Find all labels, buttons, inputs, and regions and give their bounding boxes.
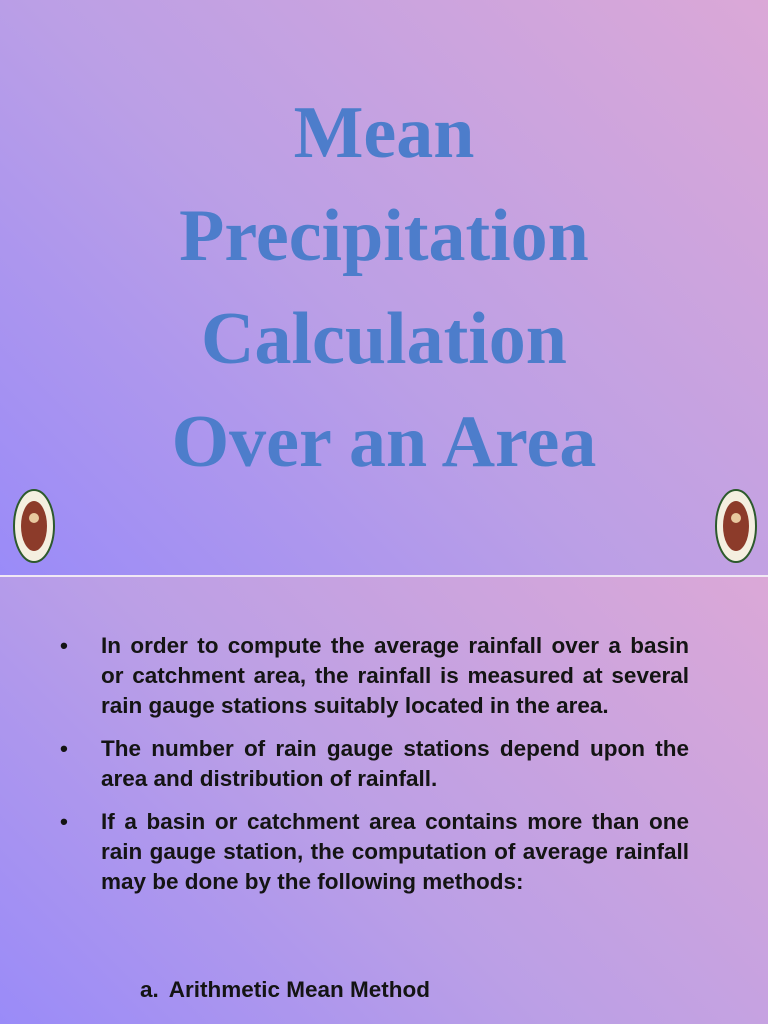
bullet-text: In order to compute the average rainfall… [101,633,689,718]
slide-title: Mean Precipitation Calculation Over an Area [0,82,768,494]
bullet-marker: • [60,809,68,834]
logo [715,489,757,563]
slide: Mean Precipitation Calculation Over an Area [0,0,768,575]
bullet-text: If a basin or catchment area contains mo… [101,809,689,894]
title-line: Mean [293,92,475,174]
title-line: Over an Area [171,401,597,483]
method-text: Arithmetic Mean Method [168,977,431,1002]
bullet-marker: • [60,633,68,658]
bullet-text: The number of rain gauge stations depend… [101,736,689,791]
logo [13,489,55,563]
method-marker: a. [140,977,159,1002]
divider [0,575,768,577]
title-line: Calculation [201,298,567,380]
slide: • In order to compute the average rainfal… [0,577,768,1024]
bullet-item: • If a basin or catchment area contains m… [60,807,689,897]
bullet-item: • The number of rain gauge stations depen… [60,734,689,794]
bullet-item: • In order to compute the average rainfal… [60,631,689,721]
method-list: a. Arithmetic Mean Method [140,977,430,1003]
method-item: a. Arithmetic Mean Method [140,977,430,1003]
bullet-marker: • [60,736,68,761]
bullet-list: • In order to compute the average rainfal… [60,631,689,910]
title-line: Precipitation [179,195,589,277]
